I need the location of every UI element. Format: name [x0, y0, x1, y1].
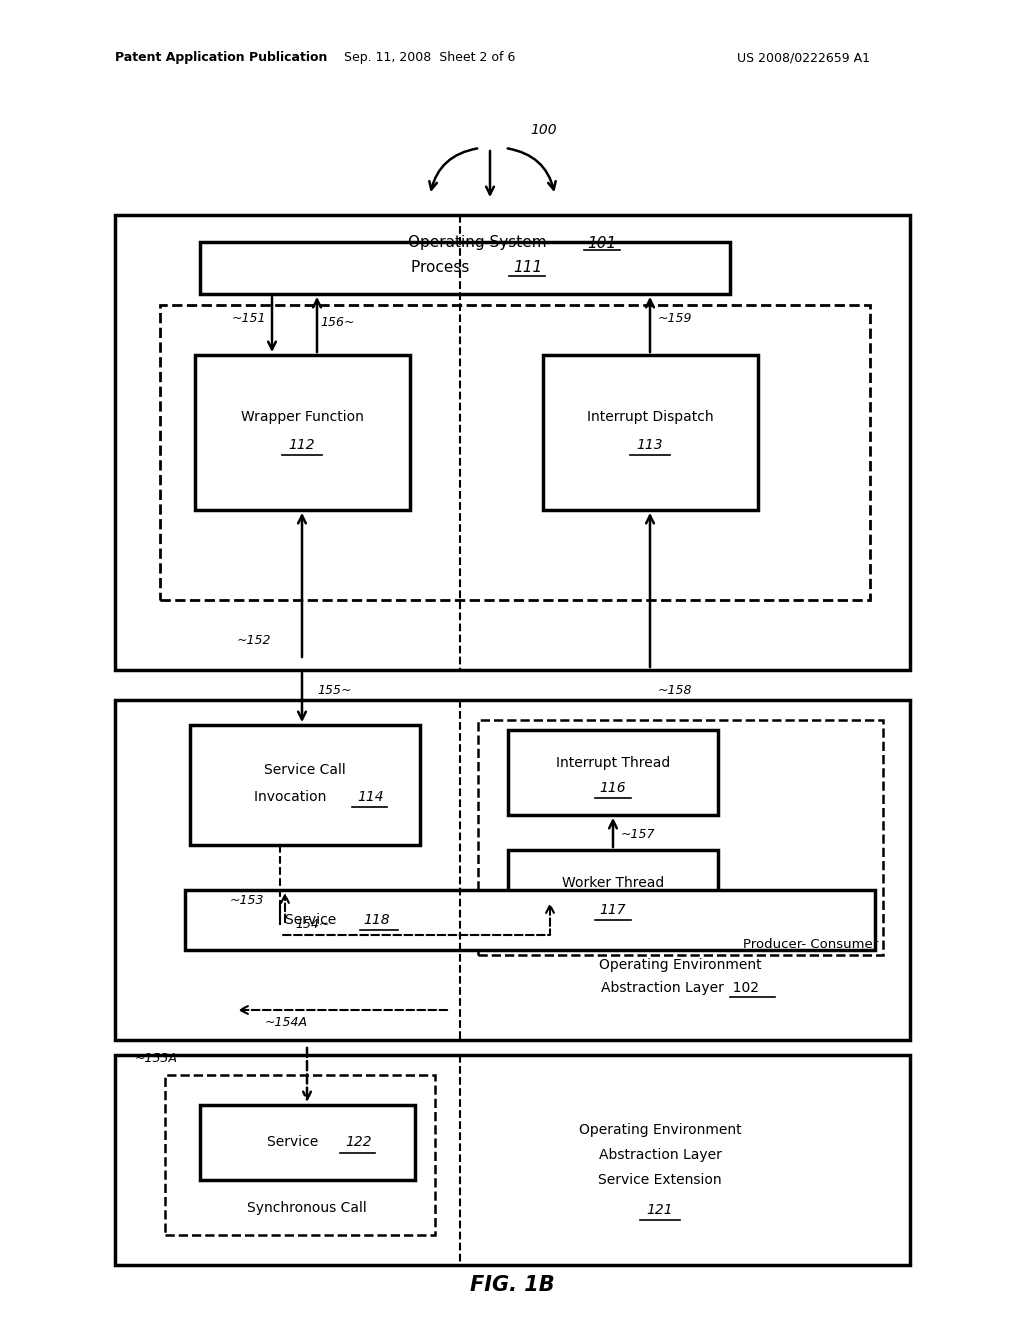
- Bar: [543, 355, 758, 510]
- Text: US 2008/0222659 A1: US 2008/0222659 A1: [737, 51, 870, 65]
- Text: ~154A: ~154A: [265, 1015, 308, 1028]
- Text: Synchronous Call: Synchronous Call: [247, 1201, 367, 1214]
- Bar: [115, 215, 910, 671]
- Text: 155~: 155~: [317, 684, 351, 697]
- Text: ~153: ~153: [230, 894, 264, 907]
- Text: Abstraction Layer: Abstraction Layer: [599, 1148, 722, 1162]
- Text: Service Extension: Service Extension: [598, 1173, 722, 1187]
- Bar: [190, 725, 420, 845]
- Text: 113: 113: [637, 438, 664, 451]
- Text: ~153A: ~153A: [135, 1052, 178, 1064]
- Text: 156~: 156~: [319, 315, 354, 329]
- Bar: [195, 355, 410, 510]
- Text: Patent Application Publication: Patent Application Publication: [115, 51, 328, 65]
- Bar: [185, 890, 874, 950]
- Text: 112: 112: [289, 438, 315, 451]
- Text: Producer- Consumer: Producer- Consumer: [742, 939, 878, 952]
- Text: 117: 117: [600, 903, 627, 917]
- Text: Wrapper Function: Wrapper Function: [241, 411, 364, 424]
- Text: Operating System: Operating System: [408, 235, 556, 251]
- Bar: [508, 730, 718, 814]
- Text: FIG. 1B: FIG. 1B: [470, 1275, 554, 1295]
- Text: Service: Service: [285, 913, 345, 927]
- Text: ~158: ~158: [658, 684, 692, 697]
- Text: Operating Environment: Operating Environment: [599, 958, 761, 972]
- Text: ~157: ~157: [621, 829, 655, 842]
- Text: Sep. 11, 2008  Sheet 2 of 6: Sep. 11, 2008 Sheet 2 of 6: [344, 51, 516, 65]
- Text: Invocation: Invocation: [254, 789, 336, 804]
- Text: Interrupt Dispatch: Interrupt Dispatch: [587, 411, 714, 424]
- Text: 101: 101: [587, 235, 616, 251]
- Bar: [200, 242, 730, 294]
- Text: Service: Service: [267, 1135, 327, 1148]
- Text: 114: 114: [357, 789, 384, 804]
- Text: 121: 121: [647, 1203, 674, 1217]
- Text: 116: 116: [600, 781, 627, 795]
- Bar: [115, 1055, 910, 1265]
- Text: 111: 111: [513, 260, 543, 276]
- Text: Interrupt Thread: Interrupt Thread: [556, 756, 670, 770]
- Text: Service Call: Service Call: [264, 763, 346, 777]
- Text: ~159: ~159: [658, 313, 692, 326]
- Text: 154~: 154~: [295, 919, 330, 932]
- Text: Process: Process: [411, 260, 479, 276]
- Bar: [115, 700, 910, 1040]
- Text: 122: 122: [345, 1135, 372, 1148]
- Bar: [165, 1074, 435, 1236]
- Text: Abstraction Layer  102: Abstraction Layer 102: [601, 981, 759, 995]
- Bar: [508, 850, 718, 940]
- Text: 100: 100: [530, 123, 557, 137]
- Bar: [200, 1105, 415, 1180]
- Bar: [478, 719, 883, 954]
- Text: Operating Environment: Operating Environment: [579, 1123, 741, 1137]
- Text: ~152: ~152: [237, 634, 271, 647]
- Bar: [160, 305, 870, 601]
- Text: Worker Thread: Worker Thread: [562, 876, 665, 890]
- Text: ~151: ~151: [232, 313, 266, 326]
- Text: 118: 118: [362, 913, 389, 927]
